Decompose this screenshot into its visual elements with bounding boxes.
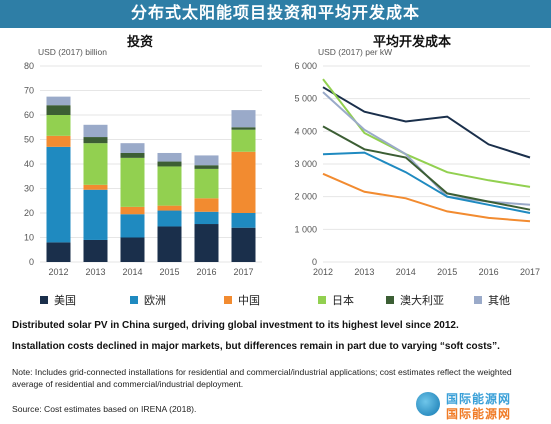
- y-tick-label: 80: [24, 61, 34, 71]
- caption-investment: Distributed solar PV in China surged, dr…: [12, 320, 459, 331]
- bar-segment: [120, 237, 145, 262]
- x-tick-label: 2013: [354, 267, 374, 277]
- legend-swatch-australia: [386, 296, 394, 304]
- series-line: [322, 125, 531, 211]
- bar-segment: [120, 143, 145, 153]
- bar-segment: [157, 226, 182, 262]
- bar-segment: [83, 143, 108, 185]
- x-tick-label: 2016: [479, 267, 499, 277]
- bar-segment: [231, 127, 256, 130]
- watermark-logo: 国际能源网 国际能源网: [416, 388, 548, 422]
- bar-segment: [46, 105, 71, 115]
- globe-icon: [416, 392, 440, 416]
- legend-item-europe: 欧洲: [130, 292, 166, 308]
- bar-segment: [231, 151, 256, 213]
- bar-segment: [157, 152, 182, 162]
- bar-segment: [120, 206, 145, 215]
- y-tick-label: 0: [312, 257, 317, 267]
- legend-item-china: 中国: [224, 292, 260, 308]
- bar-segment: [194, 155, 219, 166]
- legend-item-other: 其他: [474, 292, 510, 308]
- bar-segment: [46, 242, 71, 262]
- y-tick-label: 2 000: [294, 192, 317, 202]
- x-tick-label: 2015: [437, 267, 457, 277]
- x-tick-label: 2013: [85, 267, 105, 277]
- y-tick-label: 1 000: [294, 224, 317, 234]
- charts-canvas: 0 10 20 30 40 50 60 70 80 2012 2013 2014 2015 2016 201…: [24, 61, 540, 277]
- bar-segment: [83, 137, 108, 144]
- bar-segment: [83, 239, 108, 262]
- watermark-text-2: 国际能源网: [446, 407, 512, 421]
- x-tick-label: 2017: [520, 267, 540, 277]
- bar-segment: [157, 161, 182, 167]
- bar-segment: [194, 168, 219, 199]
- bar-segment: [157, 166, 182, 206]
- bar-segment: [46, 96, 71, 106]
- bar-segment: [46, 115, 71, 136]
- bar-segment: [194, 165, 219, 169]
- y-tick-label: 3 000: [294, 159, 317, 169]
- x-tick-label: 2017: [233, 267, 253, 277]
- legend-swatch-us: [40, 296, 48, 304]
- y-tick-label: 0: [29, 257, 34, 267]
- y-tick-label: 6 000: [294, 61, 317, 71]
- bar-segment: [83, 124, 108, 138]
- y-tick-label: 40: [24, 159, 34, 169]
- investment-unit-label: USD (2017) billion: [38, 47, 107, 57]
- legend-swatch-china: [224, 296, 232, 304]
- y-tick-label: 70: [24, 86, 34, 96]
- y-tick-label: 10: [24, 233, 34, 243]
- note-text: Note: Includes grid-connected installati…: [12, 367, 512, 389]
- legend-item-australia: 澳大利亚: [386, 292, 444, 308]
- caption-costs: Installation costs declined in major mar…: [12, 341, 500, 352]
- x-tick-label: 2016: [196, 267, 216, 277]
- series-line: [322, 172, 531, 223]
- watermark-text-1: 国际能源网: [446, 392, 512, 406]
- y-tick-label: 5 000: [294, 94, 317, 104]
- bar-segment: [157, 210, 182, 227]
- bar-segment: [194, 211, 219, 225]
- source-text: Source: Cost estimates based on IRENA (2…: [12, 404, 197, 414]
- bar-segment: [83, 184, 108, 190]
- y-tick-label: 50: [24, 135, 34, 145]
- y-tick-label: 20: [24, 208, 34, 218]
- bar-segment: [120, 157, 145, 207]
- y-tick-label: 60: [24, 110, 34, 120]
- legend-swatch-japan: [318, 296, 326, 304]
- series-line: [322, 78, 531, 188]
- investment-chart-title: 投资: [126, 34, 153, 49]
- series-line: [322, 151, 531, 214]
- legend-item-japan: 日本: [318, 292, 354, 308]
- bar-segment: [231, 213, 256, 228]
- x-tick-label: 2012: [313, 267, 333, 277]
- bar-segment: [231, 110, 256, 128]
- cost-chart-title: 平均开发成本: [372, 34, 451, 49]
- bar-segment: [46, 135, 71, 147]
- legend-swatch-other: [474, 296, 482, 304]
- bar-segment: [194, 224, 219, 262]
- x-tick-label: 2012: [48, 267, 68, 277]
- legend-item-us: 美国: [40, 292, 76, 308]
- bar-segment: [157, 205, 182, 211]
- bar-segment: [231, 129, 256, 152]
- bar-segment: [120, 152, 145, 158]
- cost-unit-label: USD (2017) per kW: [318, 47, 393, 57]
- y-tick-label: 4 000: [294, 126, 317, 136]
- bar-segment: [231, 227, 256, 262]
- legend-swatch-europe: [130, 296, 138, 304]
- legend: 美国 欧洲 中国 日本 澳大利亚 其他: [18, 292, 538, 308]
- bar-segment: [83, 189, 108, 240]
- bar-segment: [120, 214, 145, 238]
- x-tick-label: 2015: [159, 267, 179, 277]
- series-line: [322, 86, 531, 159]
- banner-title: 分布式太阳能项目投资和平均开发成本: [0, 0, 551, 28]
- x-tick-label: 2014: [396, 267, 416, 277]
- x-tick-label: 2014: [122, 267, 142, 277]
- bar-segment: [46, 146, 71, 243]
- y-tick-label: 30: [24, 184, 34, 194]
- bar-segment: [194, 198, 219, 212]
